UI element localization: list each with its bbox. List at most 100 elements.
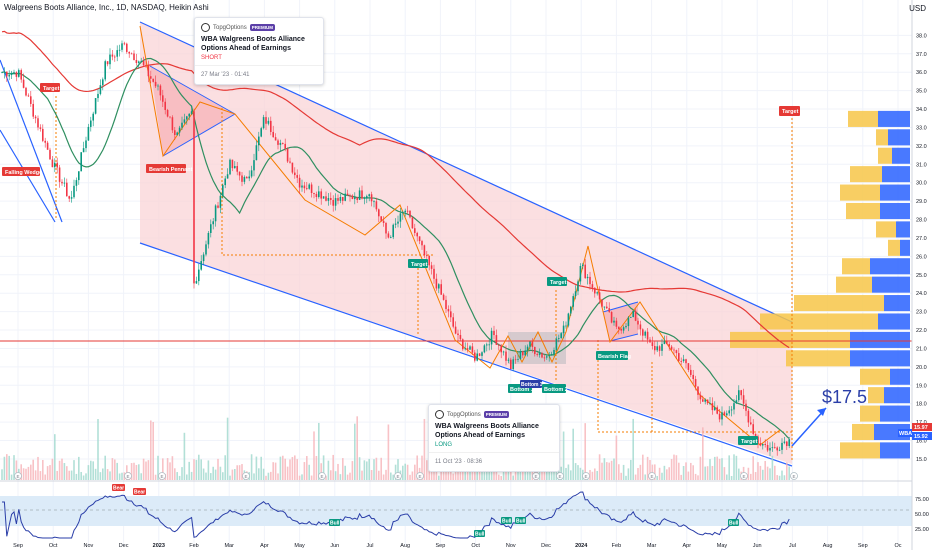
candle-body <box>8 75 10 77</box>
candle-body <box>145 65 147 66</box>
time-tick-label: May <box>294 543 305 549</box>
volume-bar <box>351 461 354 480</box>
time-axis[interactable]: Sep Oct Nov Dec 2023 Feb Mar Apr May Jun Jul Aug Sep… <box>13 543 902 549</box>
target-guides <box>55 96 793 462</box>
earnings-marker[interactable] <box>394 472 402 480</box>
bearish-pennant-label: Bearish Pennant <box>149 167 193 173</box>
candle-body <box>471 346 474 353</box>
candle-body <box>231 159 234 169</box>
currency-label[interactable]: USD <box>909 4 926 13</box>
idea-card-long[interactable]: TopgOptions PREMIUM WBA Walgreens Boots A… <box>428 404 560 472</box>
channel-fill <box>140 22 792 464</box>
candle-body <box>51 159 54 168</box>
earnings-marker[interactable] <box>158 472 166 480</box>
candle-body <box>164 101 166 110</box>
volume-bar <box>685 462 687 480</box>
volume-bar <box>145 461 147 480</box>
candle-body <box>440 284 442 295</box>
candle-body <box>486 344 488 346</box>
earnings-marker[interactable] <box>532 472 540 480</box>
candle-body <box>524 350 526 356</box>
candle-body <box>519 351 522 359</box>
volume-profile <box>730 110 910 459</box>
candle-body <box>186 116 188 120</box>
volume-bar <box>368 458 370 480</box>
earnings-marker[interactable] <box>124 472 132 480</box>
candle-body <box>399 213 402 222</box>
candle-body <box>243 176 246 182</box>
volume-bar <box>678 462 680 480</box>
earnings-marker[interactable] <box>318 472 326 480</box>
earnings-marker[interactable] <box>582 472 590 480</box>
candle-body <box>632 310 634 318</box>
candle-body <box>706 399 709 404</box>
volume-profile-bar-up <box>840 184 880 201</box>
volume-bar <box>3 456 6 480</box>
candle-body <box>250 170 253 177</box>
candle-body <box>30 96 32 104</box>
volume-bar <box>222 472 224 480</box>
earnings-marker-label: E <box>16 474 19 479</box>
volume-bar <box>730 475 733 480</box>
volume-bar <box>385 469 387 480</box>
time-tick-label: Mar <box>647 543 657 549</box>
volume-bar <box>598 454 601 480</box>
earnings-marker[interactable] <box>790 472 798 480</box>
volume-bar <box>411 471 414 480</box>
volume-bar <box>673 454 675 480</box>
candle-body <box>730 409 733 411</box>
volume-bar <box>738 468 740 480</box>
candle-body <box>217 205 219 208</box>
candle-body <box>370 194 373 202</box>
earnings-marker[interactable] <box>740 472 748 480</box>
volume-profile-bar-up <box>842 258 870 275</box>
volume-profile-bar-down <box>880 184 910 201</box>
volume-bar <box>627 468 630 480</box>
candle-body <box>116 50 118 57</box>
volume-profile-bar-down <box>880 442 910 459</box>
earnings-marker[interactable] <box>416 472 424 480</box>
volume-bar <box>754 472 757 480</box>
volume-bar <box>519 466 522 480</box>
earnings-marker[interactable] <box>556 472 564 480</box>
volume-bar <box>78 456 80 480</box>
earnings-marker-label: E <box>584 474 587 479</box>
volume-bar <box>272 462 274 480</box>
volume-bar <box>303 462 306 480</box>
volume-bar <box>630 459 632 480</box>
idea-card-short[interactable]: TopgOptions PREMIUM WBA Walgreens Boots A… <box>194 17 324 85</box>
candle-body <box>135 59 138 63</box>
volume-bar <box>397 459 399 480</box>
volume-bar <box>632 418 634 480</box>
earnings-marker[interactable] <box>242 472 250 480</box>
candle-body <box>214 205 217 222</box>
candle-body <box>514 359 517 361</box>
volume-bar <box>241 464 243 480</box>
topgoptions-logo-icon <box>435 410 444 419</box>
volume-bar <box>202 468 205 480</box>
candle-body <box>61 181 63 184</box>
volume-bar <box>747 467 750 480</box>
volume-profile-bar-up <box>730 331 850 348</box>
candle-body <box>709 403 711 404</box>
candle-body <box>476 353 478 361</box>
price-tick-label: 33.0 <box>916 125 927 131</box>
candles <box>1 40 790 456</box>
candle-body <box>649 339 651 343</box>
volume-bar <box>572 428 574 480</box>
earnings-marker[interactable] <box>14 472 22 480</box>
candle-body <box>718 413 721 420</box>
target-label-4: Target <box>782 109 799 115</box>
volume-bar <box>265 475 267 480</box>
earnings-marker[interactable] <box>648 472 656 480</box>
idea-side: SHORT <box>201 55 222 61</box>
candle-body <box>553 349 555 355</box>
volume-bar <box>150 420 152 480</box>
candle-body <box>642 329 644 336</box>
volume-bar <box>99 472 102 480</box>
volume-profile-bar-up <box>840 442 880 459</box>
candle-body <box>786 441 788 447</box>
time-tick-label: Jul <box>366 543 373 549</box>
